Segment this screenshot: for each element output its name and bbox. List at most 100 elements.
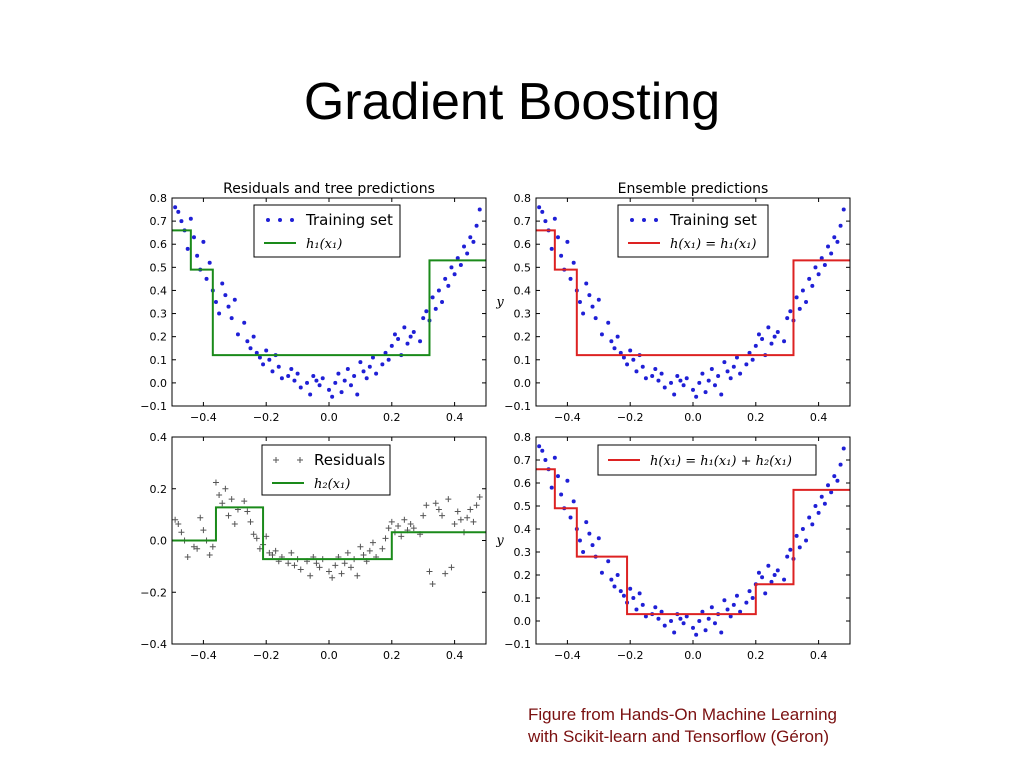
training-point [405,341,410,346]
legend-point-marker [278,218,282,222]
training-point [449,265,454,270]
training-point [700,371,705,376]
training-point [756,570,761,575]
residual-point [467,506,474,513]
training-point [471,239,476,244]
residual-point [190,543,197,550]
training-point [760,575,765,580]
residual-point [266,549,273,556]
training-point [694,632,699,637]
training-point [396,336,401,341]
residual-point [435,506,442,513]
training-point [794,533,799,538]
training-point [612,346,617,351]
chart-panel-1: Residuals and tree predictions −0.4 −0.2 0.… [140,181,487,424]
y-tick-label: 0.4 [514,523,532,536]
training-point [838,462,843,467]
prediction-line [536,468,850,616]
plot-frame [535,436,851,645]
training-point [706,616,711,621]
residual-point [216,491,223,498]
training-point [173,205,178,210]
residual-point [288,549,295,556]
training-point [440,300,445,304]
training-point [706,378,711,383]
residual-point [212,479,219,486]
chart-panel-3: −0.4 −0.2 0.0 0.2 0.4 −0.4 −0.2 0.0 0.2 0.4 Residu… [140,431,487,662]
training-point [235,332,240,337]
training-point [775,568,780,573]
legend-label: h₁(x₁) [306,237,342,252]
training-point [675,373,680,378]
residual-point [454,508,461,515]
training-point [537,444,542,449]
x-tick-label: 0.0 [320,649,338,662]
training-point [584,520,589,525]
training-point [829,251,834,256]
residual-point [269,551,276,558]
training-point [703,628,708,633]
y-tick-label: 0.3 [514,308,532,321]
legend: Training set h₁(x₁) [253,204,401,258]
training-point [339,390,344,395]
training-point [810,283,815,288]
residual-point [200,527,207,534]
training-point [345,367,350,372]
residual-point [297,566,304,573]
y-tick-label: 0.5 [514,261,532,274]
training-point [712,621,717,626]
training-point [766,563,771,568]
training-point [552,455,557,460]
x-tick-label: −0.4 [190,649,217,662]
training-point [669,380,674,385]
residual-point [253,535,260,542]
x-tick-label: 0.2 [747,411,765,424]
training-point [342,378,347,383]
training-point [835,239,840,244]
training-point [609,577,614,582]
training-point [772,334,777,339]
training-point [618,589,623,594]
legend-point-marker [654,218,658,222]
training-point [725,369,730,374]
training-point [568,515,573,520]
training-point [822,501,827,506]
training-point [286,373,291,378]
training-point [681,621,686,626]
y-tick-label: 0.7 [514,454,532,467]
x-tick-label: 0.4 [446,649,464,662]
training-point [769,579,774,584]
chart-panel-2: Ensemble predictions y −0.4 −0.2 0.0 0.2 0.4 −0… [495,181,851,424]
training-point [797,306,802,311]
training-point [455,256,460,261]
training-point [424,309,429,314]
training-point [226,304,231,309]
y-tick-label: 0.5 [150,261,168,274]
training-point [552,216,557,221]
training-point [628,348,633,353]
training-point [555,235,560,240]
training-point [330,394,335,399]
training-point [257,355,262,360]
residual-point [357,543,364,550]
y-tick-label: 0.2 [514,569,532,582]
training-point [832,474,837,479]
training-point [738,371,743,376]
training-point [559,492,564,497]
training-point [625,362,630,367]
chart-title: Ensemble predictions [618,181,769,197]
training-point [336,371,341,376]
residual-point [445,496,452,503]
y-tick-label: 0.8 [150,192,168,205]
y-tick-label: 0.2 [514,331,532,344]
training-point [725,607,730,612]
training-point [220,281,225,286]
training-point [807,276,812,281]
training-point [659,609,664,614]
training-point [261,362,266,367]
training-point [267,357,272,362]
y-tick-label: 0.4 [150,431,168,444]
prediction-line [172,506,486,561]
training-point [443,276,448,281]
y-tick-label: −0.1 [504,638,531,651]
